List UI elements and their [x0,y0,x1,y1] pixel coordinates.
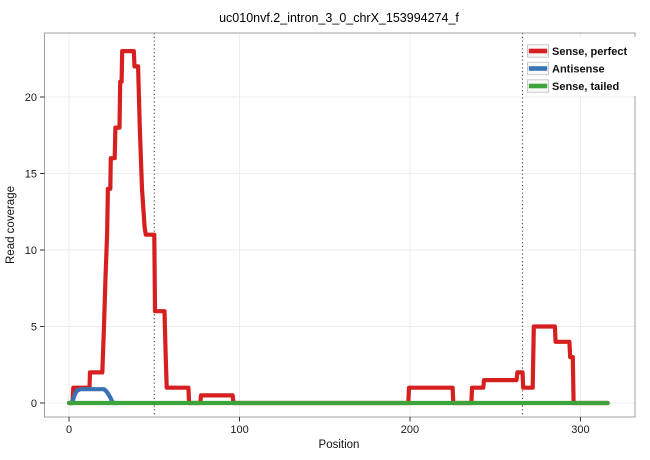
legend-key-color [528,83,548,89]
boundary-vlines [153,33,524,417]
legend: Sense, perfect Antisense Sense, tailed [523,37,650,96]
legend-key-color [528,66,548,71]
y-tick-label: 20 [25,92,37,104]
y-tick-label: 15 [25,168,37,180]
x-tick-label: 0 [66,424,72,436]
chart-title: uc010nvf.2_intron_3_0_chrX_153994274_f [219,11,459,25]
y-tick-label: 0 [31,398,37,410]
legend-label: Antisense [552,64,605,76]
legend-key-color [528,48,548,54]
series-lines [66,48,610,406]
y-axis-title: Read coverage [5,186,17,264]
x-tick-label: 300 [571,424,589,436]
axis-ticks [40,96,581,422]
series-line-sense-perfect [66,48,610,406]
legend-label: Sense, tailed [552,81,619,93]
axis-tick-labels: 0 100 200 300 0 5 10 15 20 [25,92,590,436]
x-axis-title: Position [319,439,360,451]
y-tick-label: 10 [25,245,37,257]
x-tick-label: 100 [230,424,248,436]
panel-border [44,32,636,418]
x-tick-label: 200 [401,424,419,436]
legend-label: Sense, perfect [552,46,628,58]
series-line-antisense [66,387,119,406]
y-tick-label: 5 [31,321,37,333]
